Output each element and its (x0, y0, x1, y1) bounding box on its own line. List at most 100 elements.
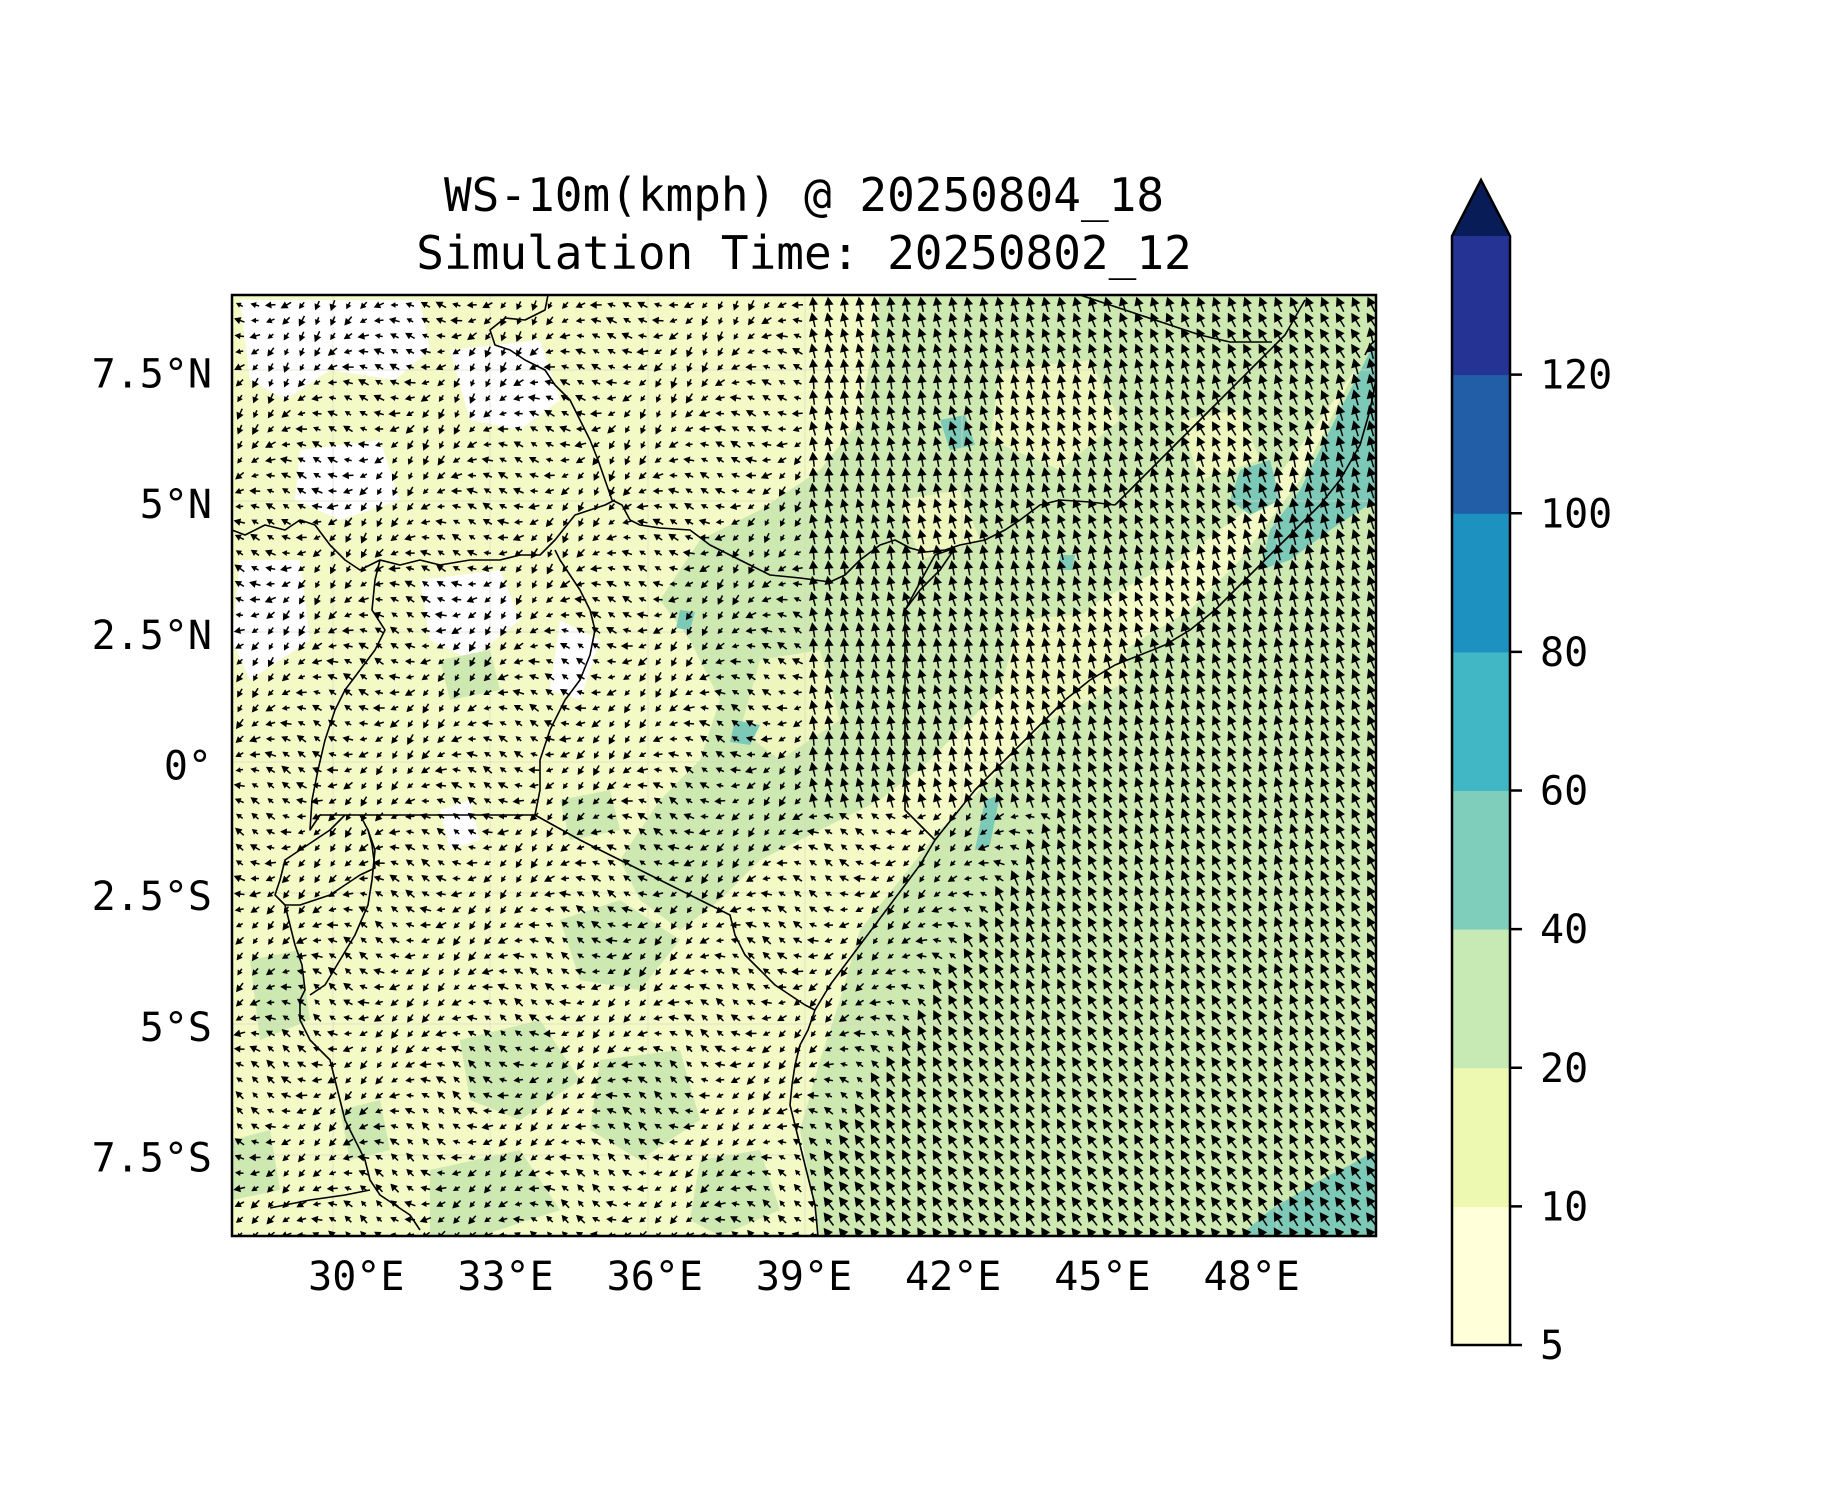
wind-arrow (392, 767, 398, 774)
wind-arrow (963, 451, 974, 467)
wind-arrow (794, 441, 802, 448)
wind-arrow (670, 393, 678, 404)
wind-arrow (404, 813, 415, 820)
wind-arrow (948, 529, 958, 545)
wind-arrow (1227, 514, 1237, 529)
wind-arrow (450, 782, 463, 790)
wind-arrow (824, 343, 834, 359)
wind-arrow (606, 813, 616, 820)
wind-arrow (296, 549, 307, 556)
wind-arrow (483, 673, 492, 682)
wind-arrow (714, 394, 725, 402)
wind-arrow (793, 455, 802, 466)
wind-arrow (1196, 343, 1206, 359)
wind-arrow (1196, 436, 1206, 452)
wind-arrow (1351, 808, 1361, 824)
wind-arrow (1366, 637, 1376, 654)
wind-arrow (268, 673, 274, 682)
wind-arrow (669, 317, 678, 324)
wind-arrow (886, 529, 896, 545)
wind-arrow (236, 813, 244, 820)
wind-arrow (1227, 544, 1237, 561)
wind-arrow (791, 658, 804, 666)
wind-arrow (500, 625, 507, 637)
wind-arrow (745, 720, 757, 727)
wind-arrow (963, 482, 974, 498)
wind-arrow (761, 596, 772, 603)
wind-arrow (1026, 328, 1035, 343)
wind-arrow (655, 688, 662, 698)
wind-arrow (747, 333, 755, 340)
wind-arrow (283, 658, 289, 666)
wind-arrow (1181, 529, 1190, 545)
wind-arrow (716, 720, 724, 727)
wind-arrow (638, 798, 647, 804)
wind-arrow (1103, 405, 1113, 421)
wind-arrow (1242, 374, 1253, 390)
wind-arrow (1227, 653, 1237, 669)
wind-arrow (795, 487, 801, 496)
wind-arrow (576, 580, 585, 587)
wind-arrow (1008, 828, 1021, 836)
wind-arrow (562, 796, 569, 807)
wind-arrow (1351, 761, 1361, 778)
wind-arrow (1273, 482, 1284, 499)
wind-arrow (330, 596, 336, 604)
wind-arrow (808, 575, 819, 591)
wind-arrow (746, 751, 755, 758)
wind-arrow (467, 472, 477, 479)
wind-arrow (824, 777, 834, 793)
wind-arrow (1335, 497, 1346, 514)
wind-arrow (467, 796, 477, 805)
wind-arrow (560, 705, 570, 712)
wind-arrow (638, 534, 647, 541)
wind-arrow (886, 637, 896, 653)
wind-arrow (360, 812, 368, 822)
wind-arrow (792, 813, 803, 821)
wind-arrow (1366, 544, 1376, 561)
wind-arrow (655, 378, 662, 388)
wind-arrow (685, 656, 693, 668)
wind-arrow (249, 750, 261, 758)
wind-arrow (545, 767, 554, 773)
wind-arrow (824, 622, 834, 638)
wind-arrow (559, 688, 571, 696)
wind-arrow (1041, 591, 1051, 607)
wind-arrow (1165, 745, 1175, 762)
wind-arrow (1134, 607, 1144, 622)
wind-arrow (1366, 420, 1376, 437)
wind-arrow (561, 674, 569, 680)
wind-arrow (1366, 528, 1376, 545)
wind-arrow (871, 829, 879, 835)
wind-arrow (1258, 328, 1268, 343)
wind-arrow (513, 642, 524, 650)
wind-arrow (529, 673, 539, 681)
wind-arrow (871, 607, 880, 622)
wind-arrow (1103, 792, 1113, 809)
wind-arrow (249, 580, 261, 588)
wind-arrow (250, 549, 260, 557)
wind-arrow (375, 441, 383, 447)
wind-arrow (623, 750, 632, 760)
wind-arrow (1072, 529, 1082, 545)
wind-arrow (778, 486, 786, 497)
wind-arrow (436, 487, 446, 494)
wind-arrow (1057, 514, 1066, 529)
wind-arrow (513, 750, 524, 758)
wind-arrow (979, 622, 989, 638)
wind-arrow (901, 730, 912, 746)
wind-arrow (1227, 358, 1237, 375)
wind-arrow (280, 828, 292, 836)
colorbar-segment (1452, 651, 1510, 791)
wind-arrow (1196, 668, 1206, 685)
wind-arrow (283, 642, 290, 651)
wind-arrow (682, 704, 695, 712)
wind-arrow (623, 674, 632, 680)
wind-arrow (979, 343, 989, 359)
wind-arrow (295, 688, 307, 697)
wind-arrow (374, 565, 384, 572)
wind-arrow (871, 813, 880, 820)
wind-arrow (1149, 482, 1160, 498)
wind-arrow (577, 472, 585, 480)
wind-arrow (715, 519, 724, 525)
